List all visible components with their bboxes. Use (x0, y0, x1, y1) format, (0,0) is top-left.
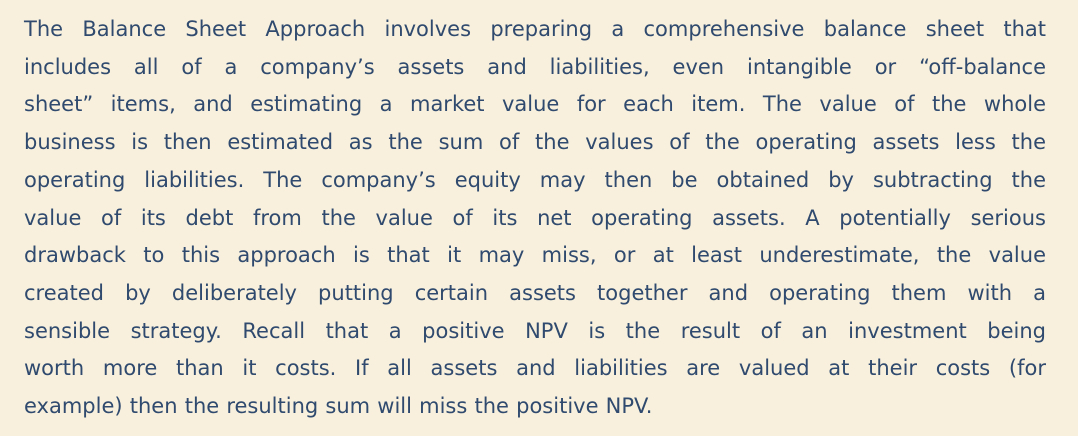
paragraph-line-6: value of its debt from the value of its … (24, 205, 1046, 230)
body-paragraph: The Balance Sheet Approach involves prep… (24, 11, 1046, 426)
paragraph-line-9: sensible strategy. Recall that a positiv… (24, 318, 1046, 343)
paragraph-line-4: business is then estimated as the sum of… (24, 130, 1046, 155)
paragraph-line-11: example) then the resulting sum will mis… (24, 394, 653, 419)
paragraph-line-10: worth more than it costs. If all assets … (24, 356, 1046, 381)
paragraph-line-3: sheet” items, and estimating a market va… (24, 92, 1046, 117)
paragraph-line-8: created by deliberately putting certain … (24, 280, 1046, 305)
paragraph-line-2: includes all of a company’s assets and l… (24, 54, 1046, 79)
paragraph-line-1: The Balance Sheet Approach involves prep… (24, 17, 1046, 41)
paragraph-line-7: drawback to this approach is that it may… (24, 243, 1046, 268)
paragraph-line-5: operating liabilities. The company’s equ… (24, 167, 1046, 192)
